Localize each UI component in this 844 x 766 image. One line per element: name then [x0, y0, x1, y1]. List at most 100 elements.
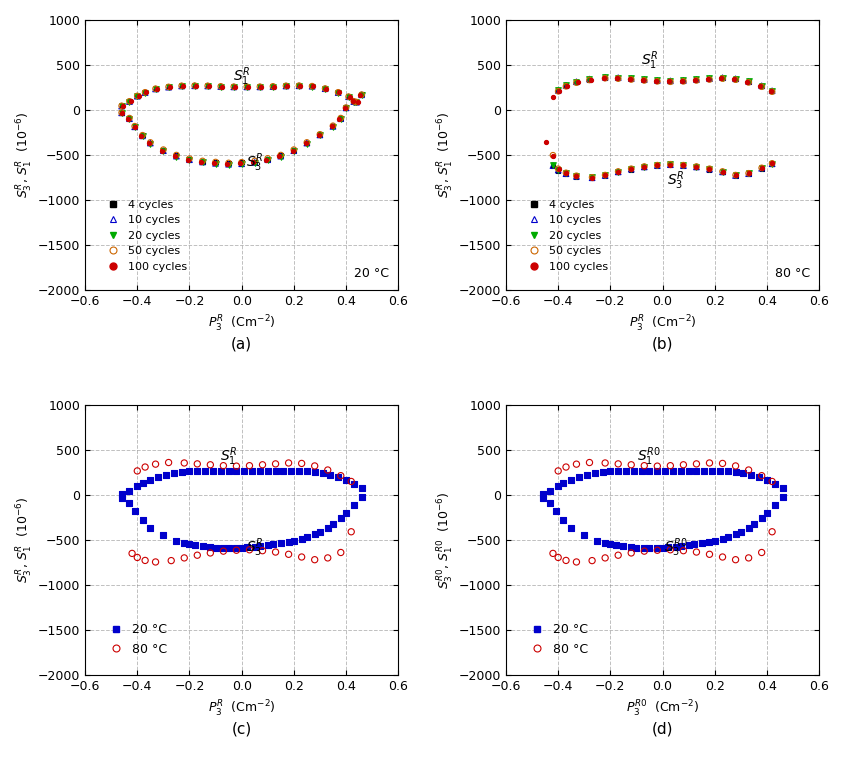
- Point: [196, 540, 209, 552]
- Point: [609, 539, 622, 552]
- Point: [663, 159, 677, 171]
- Point: [611, 458, 625, 470]
- Point: [334, 112, 348, 124]
- Point: [755, 162, 768, 174]
- Point: [598, 457, 612, 469]
- Point: [261, 154, 274, 166]
- Point: [170, 149, 183, 162]
- Point: [115, 106, 128, 119]
- Point: [716, 533, 729, 545]
- Point: [175, 466, 188, 478]
- Point: [316, 467, 329, 480]
- Point: [162, 81, 176, 93]
- Point: [115, 100, 128, 113]
- Point: [603, 465, 617, 477]
- Point: [339, 506, 353, 519]
- Point: [208, 156, 222, 169]
- Point: [339, 474, 353, 486]
- Point: [598, 71, 612, 83]
- Point: [342, 90, 355, 103]
- Point: [227, 81, 241, 93]
- Point: [170, 150, 183, 162]
- Point: [625, 459, 638, 471]
- Point: [637, 74, 651, 86]
- Point: [128, 121, 142, 133]
- X-axis label: $P_3^R$  (Cm$^{-2}$): $P_3^R$ (Cm$^{-2}$): [629, 314, 696, 334]
- Point: [663, 158, 677, 170]
- Point: [570, 76, 583, 88]
- Point: [703, 163, 717, 175]
- Point: [115, 488, 128, 500]
- Point: [191, 465, 204, 477]
- Point: [128, 506, 142, 518]
- Point: [766, 157, 779, 169]
- Text: (a): (a): [231, 336, 252, 352]
- Point: [214, 464, 228, 476]
- Point: [637, 545, 651, 558]
- Point: [755, 80, 768, 92]
- Point: [313, 129, 327, 141]
- Point: [227, 80, 241, 93]
- Point: [729, 73, 743, 85]
- Point: [766, 86, 779, 98]
- Point: [703, 548, 717, 561]
- X-axis label: $P_3^{R0}$  (Cm$^{-2}$): $P_3^{R0}$ (Cm$^{-2}$): [626, 699, 699, 719]
- Point: [354, 89, 368, 101]
- Point: [551, 164, 565, 176]
- Point: [237, 464, 251, 476]
- Point: [116, 100, 130, 112]
- Point: [332, 86, 345, 98]
- Point: [268, 80, 281, 93]
- Point: [611, 166, 625, 178]
- Point: [703, 73, 717, 85]
- Point: [695, 537, 708, 549]
- Point: [321, 464, 334, 476]
- Point: [625, 73, 638, 85]
- Point: [246, 464, 259, 476]
- Point: [706, 465, 719, 477]
- Point: [326, 119, 339, 132]
- Point: [742, 167, 755, 179]
- Point: [318, 83, 332, 95]
- Point: [122, 485, 136, 497]
- Point: [625, 163, 638, 175]
- Point: [560, 168, 573, 180]
- Point: [668, 541, 682, 553]
- Point: [342, 90, 355, 103]
- Point: [598, 169, 612, 182]
- Point: [196, 156, 209, 169]
- Point: [325, 120, 338, 133]
- Point: [230, 464, 243, 476]
- Point: [637, 161, 651, 173]
- Point: [677, 159, 690, 172]
- Point: [149, 83, 162, 95]
- Point: [266, 80, 279, 93]
- Point: [282, 457, 295, 469]
- Point: [740, 76, 754, 88]
- Point: [162, 80, 176, 93]
- Point: [122, 95, 136, 107]
- Point: [610, 72, 624, 84]
- Point: [690, 161, 703, 173]
- Point: [625, 162, 638, 175]
- Point: [308, 466, 322, 478]
- Point: [651, 159, 664, 172]
- Point: [651, 544, 664, 556]
- Point: [742, 168, 755, 180]
- Point: [766, 157, 779, 169]
- Point: [703, 163, 717, 175]
- Point: [326, 518, 339, 530]
- Point: [191, 458, 204, 470]
- Point: [175, 80, 188, 92]
- Point: [279, 80, 293, 93]
- Point: [598, 169, 612, 182]
- Point: [332, 471, 345, 483]
- Point: [764, 85, 777, 97]
- Point: [560, 167, 573, 179]
- Point: [354, 88, 368, 100]
- Point: [274, 149, 288, 162]
- Point: [690, 74, 703, 86]
- Point: [334, 512, 348, 525]
- Point: [690, 161, 703, 173]
- Point: [729, 466, 743, 478]
